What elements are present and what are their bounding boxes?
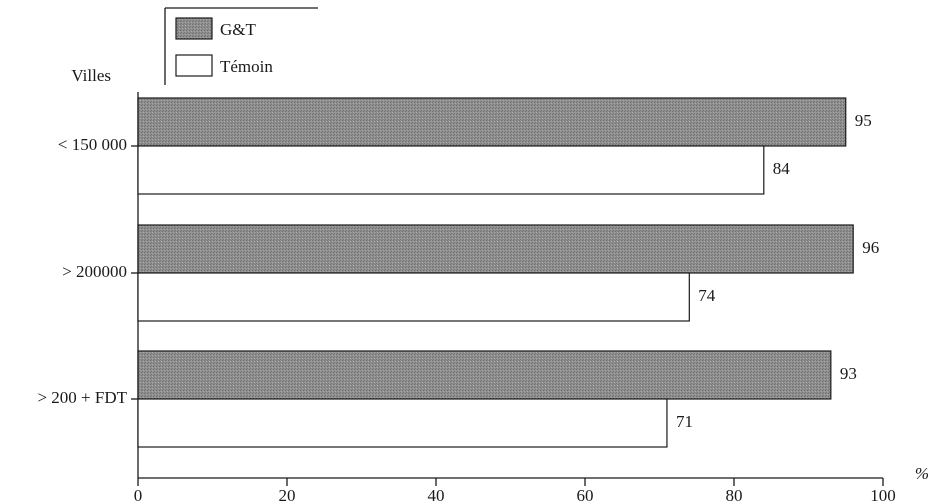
category-label: > 200000 [62,262,127,281]
bar-gt [137,350,832,400]
x-tick-label: 20 [279,486,296,504]
bar-temoin [137,145,765,195]
x-tick-label: 40 [428,486,445,504]
legend-swatch-temoin [175,54,213,77]
value-label-temoin: 84 [773,159,791,178]
category-label: > 200 + FDT [37,388,127,407]
value-label-gt: 96 [862,238,879,257]
x-tick-label: 60 [577,486,594,504]
category-labels: < 150 000 > 200000 > 200 + FDT [37,135,138,407]
x-tick-label: 80 [726,486,743,504]
bar-gt [137,224,854,274]
value-label-gt: 95 [855,111,872,130]
value-label-temoin: 71 [676,412,693,431]
x-tick-label: 0 [134,486,143,504]
bar-temoin [137,398,668,448]
x-tick-label: 100 [870,486,896,504]
x-axis-unit: % [915,464,929,483]
bar-gt [137,97,847,147]
bars-group: 95 84 96 74 93 71 [137,97,879,448]
y-axis-title: Villes [71,66,111,85]
value-label-gt: 93 [840,364,857,383]
legend: G&T Témoin [164,7,318,85]
x-axis-ticks: 0 20 40 60 80 100 [134,478,896,504]
value-label-temoin: 74 [698,286,716,305]
legend-label-temoin: Témoin [220,57,273,76]
bar-temoin [137,272,690,322]
legend-swatch-gt [175,17,213,40]
legend-label-gt: G&T [220,20,257,39]
category-label: < 150 000 [58,135,127,154]
